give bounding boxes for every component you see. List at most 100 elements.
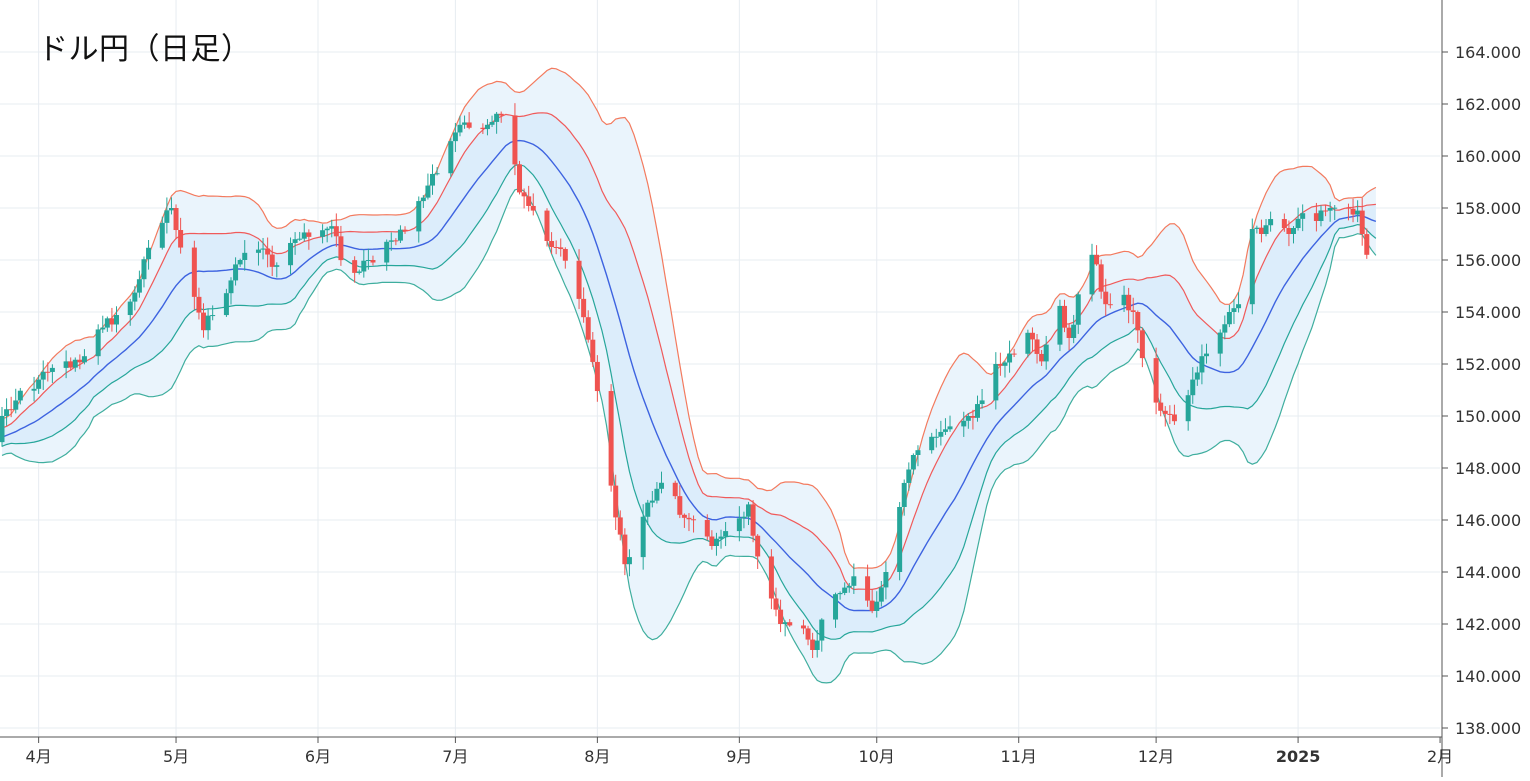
candle-body [617, 517, 623, 535]
candle-body [333, 226, 339, 237]
candle-body [297, 238, 303, 240]
candle-body [585, 317, 591, 340]
candle-body [691, 519, 697, 521]
candle [242, 240, 248, 271]
y-tick-label: 162.000 [1455, 95, 1521, 114]
candle-body [1203, 353, 1209, 357]
candle [1025, 329, 1031, 358]
candle-body [526, 196, 532, 206]
candle-body [77, 359, 83, 363]
candle [869, 589, 875, 614]
candle-body [594, 361, 600, 392]
candle [718, 529, 724, 549]
candle [1318, 205, 1324, 227]
candle-body [109, 318, 115, 325]
candle-body [878, 587, 884, 602]
band-fill-outer [2, 68, 1376, 683]
candle-body [81, 356, 87, 363]
candle [979, 389, 985, 409]
candle-body [942, 429, 948, 432]
candle [1089, 243, 1095, 302]
candle [851, 563, 857, 594]
candle-body [933, 436, 939, 438]
candle-body [0, 416, 5, 443]
candle [974, 395, 980, 422]
candle-body [1345, 207, 1351, 209]
candle [517, 160, 523, 195]
candle [420, 195, 426, 209]
x-tick-label: 11月 [1001, 747, 1037, 766]
candle [4, 398, 10, 426]
candle [388, 232, 394, 251]
candle-body [1355, 210, 1361, 215]
candle-body [874, 601, 880, 611]
candle [136, 270, 142, 298]
candle-body [420, 197, 426, 202]
candle [608, 384, 614, 492]
candle-body [269, 254, 275, 267]
candle [723, 521, 729, 547]
candle-body [430, 173, 436, 186]
candle-body [562, 249, 568, 261]
candle [1263, 219, 1269, 237]
y-tick-label: 164.000 [1455, 43, 1521, 62]
candle [874, 591, 880, 618]
candle-body [1121, 294, 1127, 306]
candle-body [498, 113, 504, 116]
y-tick-label: 146.000 [1455, 511, 1521, 530]
candle-body [576, 260, 582, 299]
candle-body [164, 210, 170, 223]
candle [1281, 213, 1287, 232]
candle-body [329, 226, 335, 229]
candle [393, 238, 399, 246]
y-tick-label: 154.000 [1455, 303, 1521, 322]
candle-body [974, 404, 980, 418]
candle-body [736, 518, 742, 532]
candle [1226, 304, 1232, 328]
candle [750, 500, 756, 543]
y-tick-label: 158.000 [1455, 199, 1521, 218]
candle-body [191, 247, 197, 297]
candle [49, 364, 55, 383]
candle [677, 485, 683, 519]
candle-body [49, 367, 55, 372]
candle [526, 185, 532, 212]
candle-body [1126, 294, 1132, 311]
y-tick-label: 152.000 [1455, 355, 1521, 374]
candle-body [1190, 379, 1196, 396]
candle-body [233, 264, 239, 281]
candle [1162, 406, 1168, 427]
candle [1057, 299, 1063, 352]
candle [654, 482, 660, 504]
x-tick-label: 10月 [859, 747, 895, 766]
candle-body [773, 598, 779, 610]
candle-body [677, 496, 683, 515]
candle [878, 580, 884, 607]
candle-body [448, 141, 454, 174]
candle [164, 197, 170, 234]
candle-body [480, 127, 486, 130]
candle-body [640, 516, 646, 558]
candle [1107, 293, 1113, 309]
candle-body [223, 293, 229, 316]
y-axis-ticks: 164.000 162.000 160.000 158.000 156.000 154.0… [1442, 43, 1521, 738]
candle-body [778, 609, 784, 624]
candle-body [709, 536, 715, 546]
candle [897, 502, 903, 581]
candle-body [457, 124, 463, 133]
candle [397, 225, 403, 244]
candle [484, 119, 490, 136]
candle [8, 396, 14, 418]
candle-body [723, 531, 729, 537]
candle [1153, 347, 1159, 415]
candle [72, 357, 78, 372]
candle [782, 620, 788, 637]
candle-body [883, 572, 889, 588]
candle-body [1318, 210, 1324, 221]
candle [448, 138, 454, 177]
candle [434, 167, 440, 176]
candle-body [242, 252, 248, 260]
candle [320, 224, 326, 244]
candle-body [292, 239, 298, 243]
